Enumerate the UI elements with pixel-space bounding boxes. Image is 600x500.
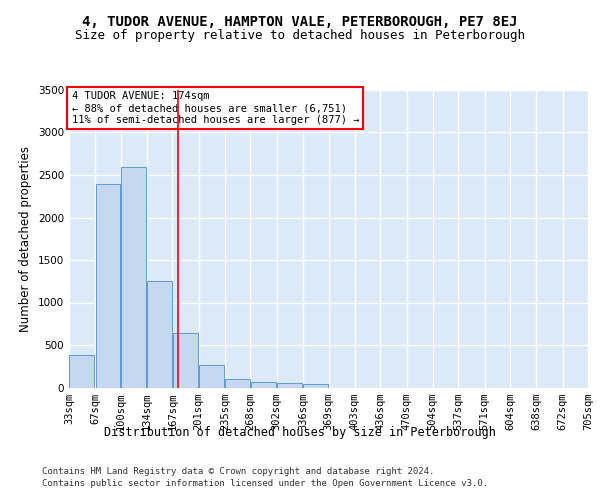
Text: Distribution of detached houses by size in Peterborough: Distribution of detached houses by size … (104, 426, 496, 439)
Text: 4 TUDOR AVENUE: 174sqm
← 88% of detached houses are smaller (6,751)
11% of semi-: 4 TUDOR AVENUE: 174sqm ← 88% of detached… (71, 92, 359, 124)
Bar (226, 380, 250, 388)
Bar (251, 382, 275, 388)
Bar (70, 355, 94, 388)
Text: Contains HM Land Registry data © Crown copyright and database right 2024.: Contains HM Land Registry data © Crown c… (42, 467, 434, 476)
Text: Size of property relative to detached houses in Peterborough: Size of property relative to detached ho… (75, 30, 525, 43)
Text: 4, TUDOR AVENUE, HAMPTON VALE, PETERBOROUGH, PE7 8EJ: 4, TUDOR AVENUE, HAMPTON VALE, PETERBORO… (82, 16, 518, 30)
Y-axis label: Number of detached properties: Number of detached properties (19, 146, 32, 332)
Bar (173, 333, 197, 388)
Bar (148, 281, 172, 388)
Bar (277, 383, 302, 388)
Text: Contains public sector information licensed under the Open Government Licence v3: Contains public sector information licen… (42, 479, 488, 488)
Bar (199, 366, 224, 388)
Bar (95, 184, 121, 388)
Bar (121, 168, 146, 388)
Bar (304, 384, 328, 388)
